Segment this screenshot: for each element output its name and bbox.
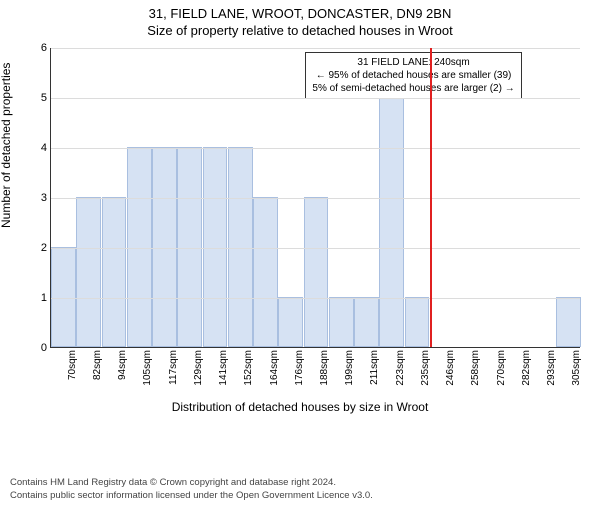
bar xyxy=(177,147,202,347)
bar xyxy=(304,197,329,347)
plot-region: 31 FIELD LANE: 240sqm ← 95% of detached … xyxy=(50,48,580,348)
chart-area: Number of detached properties 31 FIELD L… xyxy=(0,48,600,408)
x-tick-label: 117sqm xyxy=(168,350,179,385)
bar xyxy=(203,147,228,347)
x-tick-label: 258sqm xyxy=(470,350,481,386)
y-tick-label: 2 xyxy=(29,242,47,254)
bar xyxy=(152,147,177,347)
footer-line-2: Contains public sector information licen… xyxy=(10,490,373,502)
bar xyxy=(278,297,303,347)
x-tick-label: 94sqm xyxy=(117,350,128,380)
x-tick-label: 105sqm xyxy=(142,350,153,386)
gridline xyxy=(51,48,580,49)
bar xyxy=(228,147,253,347)
y-tick-label: 6 xyxy=(29,42,47,54)
x-tick-label: 246sqm xyxy=(445,350,456,386)
title-line-2: Size of property relative to detached ho… xyxy=(0,23,600,38)
gridline xyxy=(51,198,580,199)
y-tick-label: 1 xyxy=(29,292,47,304)
x-tick-label: 270sqm xyxy=(496,350,507,386)
x-tick-label: 199sqm xyxy=(344,350,355,386)
y-tick-label: 0 xyxy=(29,342,47,354)
x-tick-label: 152sqm xyxy=(243,350,254,386)
x-tick-label: 211sqm xyxy=(369,350,380,385)
bar xyxy=(127,147,152,347)
reference-line xyxy=(430,48,432,347)
bar xyxy=(102,197,127,347)
x-tick-label: 188sqm xyxy=(319,350,330,386)
x-tick-label: 70sqm xyxy=(67,350,78,380)
title-line-1: 31, FIELD LANE, WROOT, DONCASTER, DN9 2B… xyxy=(0,6,600,21)
x-tick-label: 129sqm xyxy=(193,350,204,386)
gridline xyxy=(51,298,580,299)
bar xyxy=(354,297,379,347)
x-axis-label: Distribution of detached houses by size … xyxy=(0,400,600,414)
x-tick-label: 282sqm xyxy=(521,350,532,386)
x-tick-label: 235sqm xyxy=(420,350,431,386)
gridline xyxy=(51,148,580,149)
x-tick-labels: 70sqm 82sqm 94sqm 105sqm 117sqm 129sqm 141sqm 1… xyxy=(50,350,580,400)
y-axis-label: Number of detached properties xyxy=(0,63,13,228)
gridline xyxy=(51,98,580,99)
y-tick-label: 5 xyxy=(29,92,47,104)
x-tick-label: 82sqm xyxy=(92,350,103,380)
gridline xyxy=(51,248,580,249)
annot-line-2: ← 95% of detached houses are smaller (39… xyxy=(312,69,514,82)
bar xyxy=(76,197,101,347)
x-tick-label: 223sqm xyxy=(395,350,406,386)
x-tick-label: 305sqm xyxy=(571,350,582,386)
footer-line-1: Contains HM Land Registry data © Crown c… xyxy=(10,477,373,489)
y-tick-label: 3 xyxy=(29,192,47,204)
bar xyxy=(556,297,581,347)
x-tick-label: 141sqm xyxy=(218,350,229,386)
bar xyxy=(405,297,430,347)
x-tick-label: 164sqm xyxy=(269,350,280,386)
x-tick-label: 176sqm xyxy=(294,350,305,386)
annot-line-3: 5% of semi-detached houses are larger (2… xyxy=(312,82,514,95)
y-tick-label: 4 xyxy=(29,142,47,154)
annot-line-1: 31 FIELD LANE: 240sqm xyxy=(312,56,514,69)
annotation-box: 31 FIELD LANE: 240sqm ← 95% of detached … xyxy=(305,52,521,99)
bar xyxy=(253,197,278,347)
bar xyxy=(379,97,404,347)
bar xyxy=(51,247,76,347)
x-tick-label: 293sqm xyxy=(546,350,557,386)
bar xyxy=(329,297,354,347)
footer: Contains HM Land Registry data © Crown c… xyxy=(10,477,373,502)
